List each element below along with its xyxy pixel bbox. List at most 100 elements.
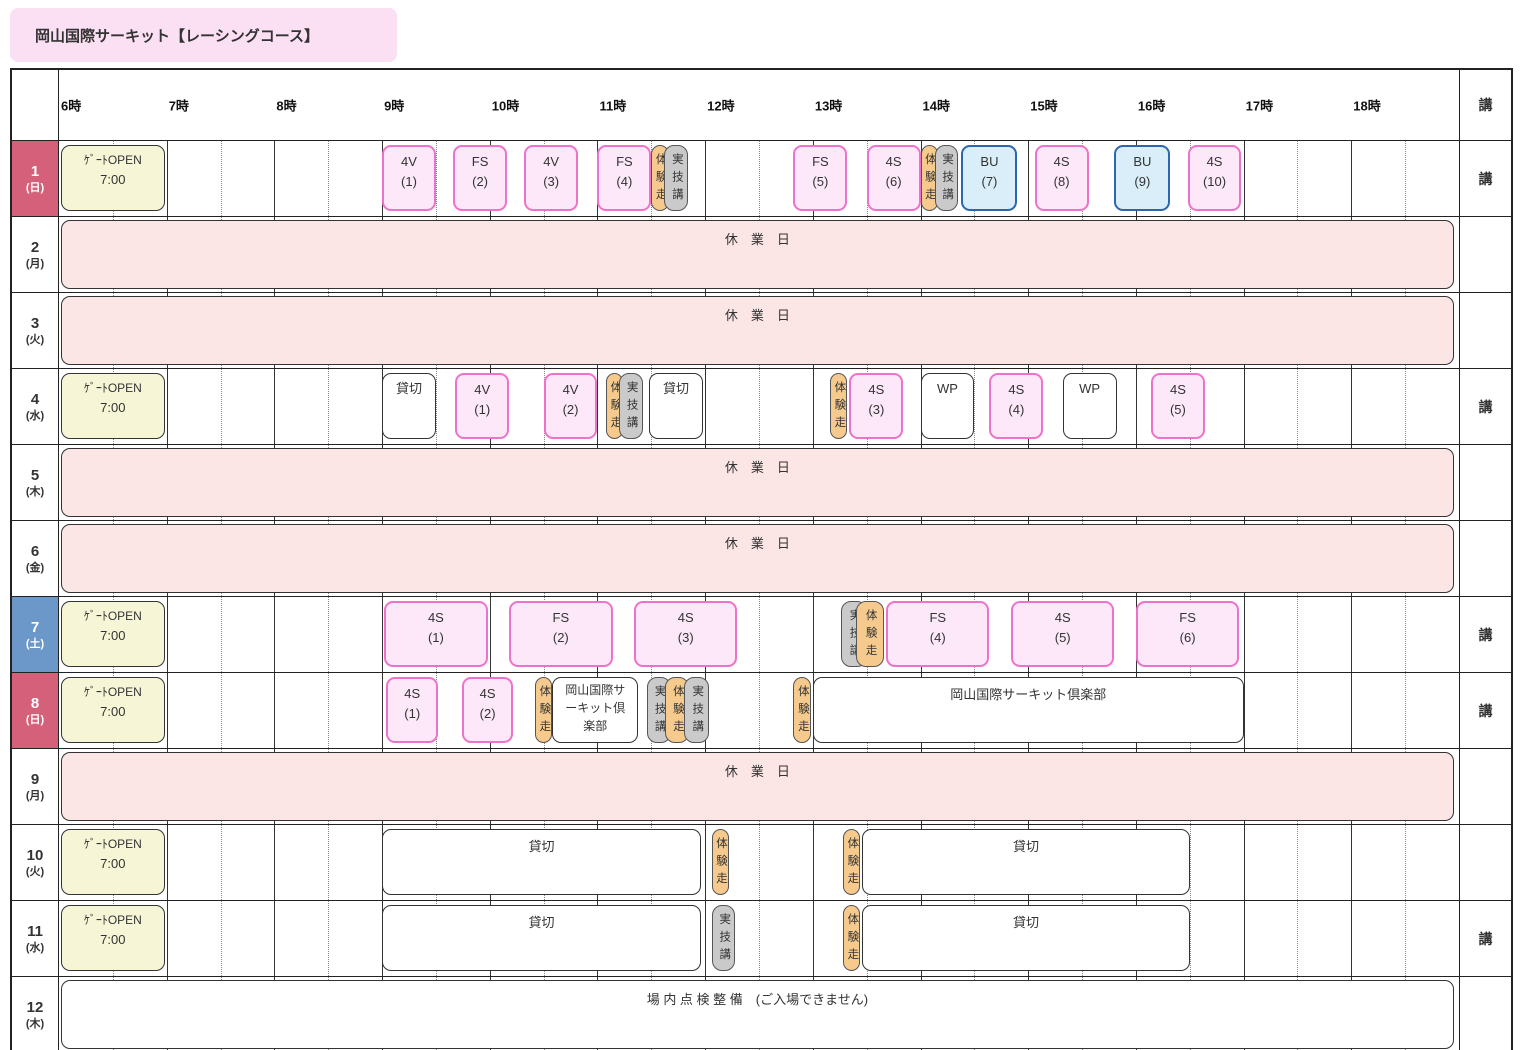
schedule-row: 9 (月) 休 業 日 — [12, 748, 1511, 824]
event-label: 実技講 — [625, 381, 638, 434]
gate-open-box: ｹﾞｰﾄOPEN 7:00 — [61, 373, 165, 439]
lecture-cell: 講 — [1459, 141, 1511, 216]
schedule-rows: 1 (日) ｹﾞｰﾄOPEN 7:00 4V (1) FS (2) 4V (3) FS (4) 体験走実… — [12, 140, 1511, 1050]
event-label: FS — [812, 154, 829, 169]
event-label: 岡山国際サーキット倶楽部 — [950, 687, 1107, 702]
event-label: 貸切 — [528, 839, 555, 854]
session-box: 4S (5) — [1151, 373, 1205, 439]
hour-gridline — [1351, 141, 1353, 216]
event-label: 4S — [479, 686, 496, 701]
practical-lecture-pill: 実技講 — [683, 677, 710, 743]
experience-run-pill: 体験走 — [606, 373, 624, 439]
event-label: BU — [980, 154, 999, 169]
schedule-row: 12 (木) 場 内 点 検 整 備 (ご入場できません) — [12, 976, 1511, 1050]
event-label: 体験走 — [864, 609, 877, 662]
lecture-column-header: 講 — [1459, 70, 1511, 140]
day-timeline: ｹﾞｰﾄOPEN 7:00 4S (1) 4S (2) 体験走 岡山国際サーキット倶楽部 実技講… — [59, 673, 1459, 748]
schedule-row: 10 (火) ｹﾞｰﾄOPEN 7:00 貸切 体験走 体験走 貸切 — [12, 824, 1511, 900]
event-sublabel: 7:00 — [100, 399, 126, 415]
event-label: 休 業 日 — [724, 460, 790, 475]
event-label: 貸切 — [1013, 915, 1040, 930]
maintenance-banner: 場 内 点 検 整 備 (ご入場できません) — [61, 980, 1454, 1049]
hour-gridline — [166, 673, 168, 748]
closed-day-banner: 休 業 日 — [61, 752, 1454, 821]
half-hour-gridline — [1405, 825, 1407, 900]
event-sublabel: 7:00 — [100, 171, 126, 187]
reserved-box: 貸切 — [382, 373, 436, 439]
experience-run-pill: 体験走 — [830, 373, 848, 439]
session-box: 4V (1) — [455, 373, 510, 439]
event-sublabel: 7:00 — [100, 855, 126, 871]
page-title: 岡山国際サーキット【レーシングコース】 — [10, 8, 397, 62]
hour-gridline — [489, 597, 491, 672]
event-sublabel: (1) — [474, 402, 491, 418]
corner-cell — [12, 70, 59, 140]
event-label: 4S — [885, 154, 902, 169]
event-label: 体験走 — [654, 153, 667, 206]
time-label: 14時 — [922, 98, 950, 114]
event-label: 4S — [1169, 382, 1186, 397]
day-of-week: (土) — [25, 638, 45, 651]
session-box: FS (2) — [509, 601, 613, 667]
half-hour-gridline — [759, 369, 760, 444]
day-cell: 5 (木) — [12, 445, 59, 520]
reserved-box: WP — [920, 373, 975, 439]
event-label: 実技講 — [691, 685, 704, 738]
day-number: 6 — [30, 542, 40, 560]
lecture-cell: 講 — [1459, 901, 1511, 976]
gate-open-box: ｹﾞｰﾄOPEN 7:00 — [61, 601, 165, 667]
event-label: 貸切 — [663, 381, 690, 396]
session-box: 4S (6) — [866, 145, 921, 211]
event-sublabel: (3) — [868, 402, 885, 418]
time-label: 8時 — [276, 98, 297, 114]
event-sublabel: (1) — [401, 174, 417, 190]
hour-gridline — [274, 141, 276, 216]
session-box: 4S (4) — [989, 373, 1044, 439]
event-label: ｹﾞｰﾄOPEN — [83, 381, 142, 395]
event-sublabel: 7:00 — [100, 627, 126, 643]
reserved-box: WP — [1062, 373, 1117, 439]
half-hour-gridline — [759, 597, 760, 672]
event-sublabel: (10) — [1202, 174, 1227, 190]
half-hour-gridline — [435, 141, 437, 216]
hour-gridline — [1243, 825, 1245, 900]
day-of-week: (月) — [25, 790, 45, 803]
day-timeline: ｹﾞｰﾄOPEN 7:00 貸切 4V (1) 4V (2) 体験走 実技講 貸切 体験走 4S (3)… — [59, 369, 1459, 444]
day-of-week: (木) — [25, 1018, 45, 1031]
event-label: 4S — [677, 610, 694, 625]
event-label: 休 業 日 — [724, 536, 790, 551]
time-label: 17時 — [1245, 98, 1274, 114]
day-number: 12 — [26, 998, 44, 1016]
event-sublabel: (5) — [1054, 630, 1071, 646]
event-label: 実技講 — [670, 153, 683, 206]
event-label: ｹﾞｰﾄOPEN — [83, 153, 142, 167]
gate-open-box: ｹﾞｰﾄOPEN 7:00 — [61, 145, 165, 211]
day-of-week: (金) — [25, 562, 45, 575]
session-box: FS (5) — [793, 145, 848, 211]
hour-gridline — [274, 369, 276, 444]
experience-run-pill: 体験走 — [711, 829, 729, 895]
hour-gridline — [274, 597, 276, 672]
half-hour-gridline — [1297, 673, 1299, 748]
lecture-cell — [1459, 977, 1511, 1050]
event-label: FS — [616, 154, 633, 169]
hour-gridline — [1028, 141, 1030, 216]
schedule-row: 11 (水) ｹﾞｰﾄOPEN 7:00 貸切 実技講 体験走 貸切 講 — [12, 900, 1511, 976]
half-hour-gridline — [220, 673, 222, 748]
half-hour-gridline — [1405, 597, 1407, 672]
event-sublabel: (2) — [562, 402, 579, 418]
event-label: 体験走 — [671, 685, 684, 738]
event-label: ｹﾞｰﾄOPEN — [83, 685, 142, 699]
half-hour-gridline — [328, 825, 330, 900]
half-hour-gridline — [220, 901, 222, 976]
session-box: 4V (1) — [382, 145, 436, 211]
gate-open-box: ｹﾞｰﾄOPEN 7:00 — [61, 829, 165, 895]
day-of-week: (日) — [25, 714, 45, 727]
event-label: 実技講 — [718, 913, 731, 966]
day-of-week: (水) — [25, 942, 45, 955]
gate-open-box: ｹﾞｰﾄOPEN 7:00 — [61, 905, 165, 971]
event-label: 4S — [1206, 154, 1223, 169]
hour-gridline — [705, 825, 707, 900]
hour-gridline — [166, 901, 168, 976]
hour-gridline — [166, 597, 168, 672]
